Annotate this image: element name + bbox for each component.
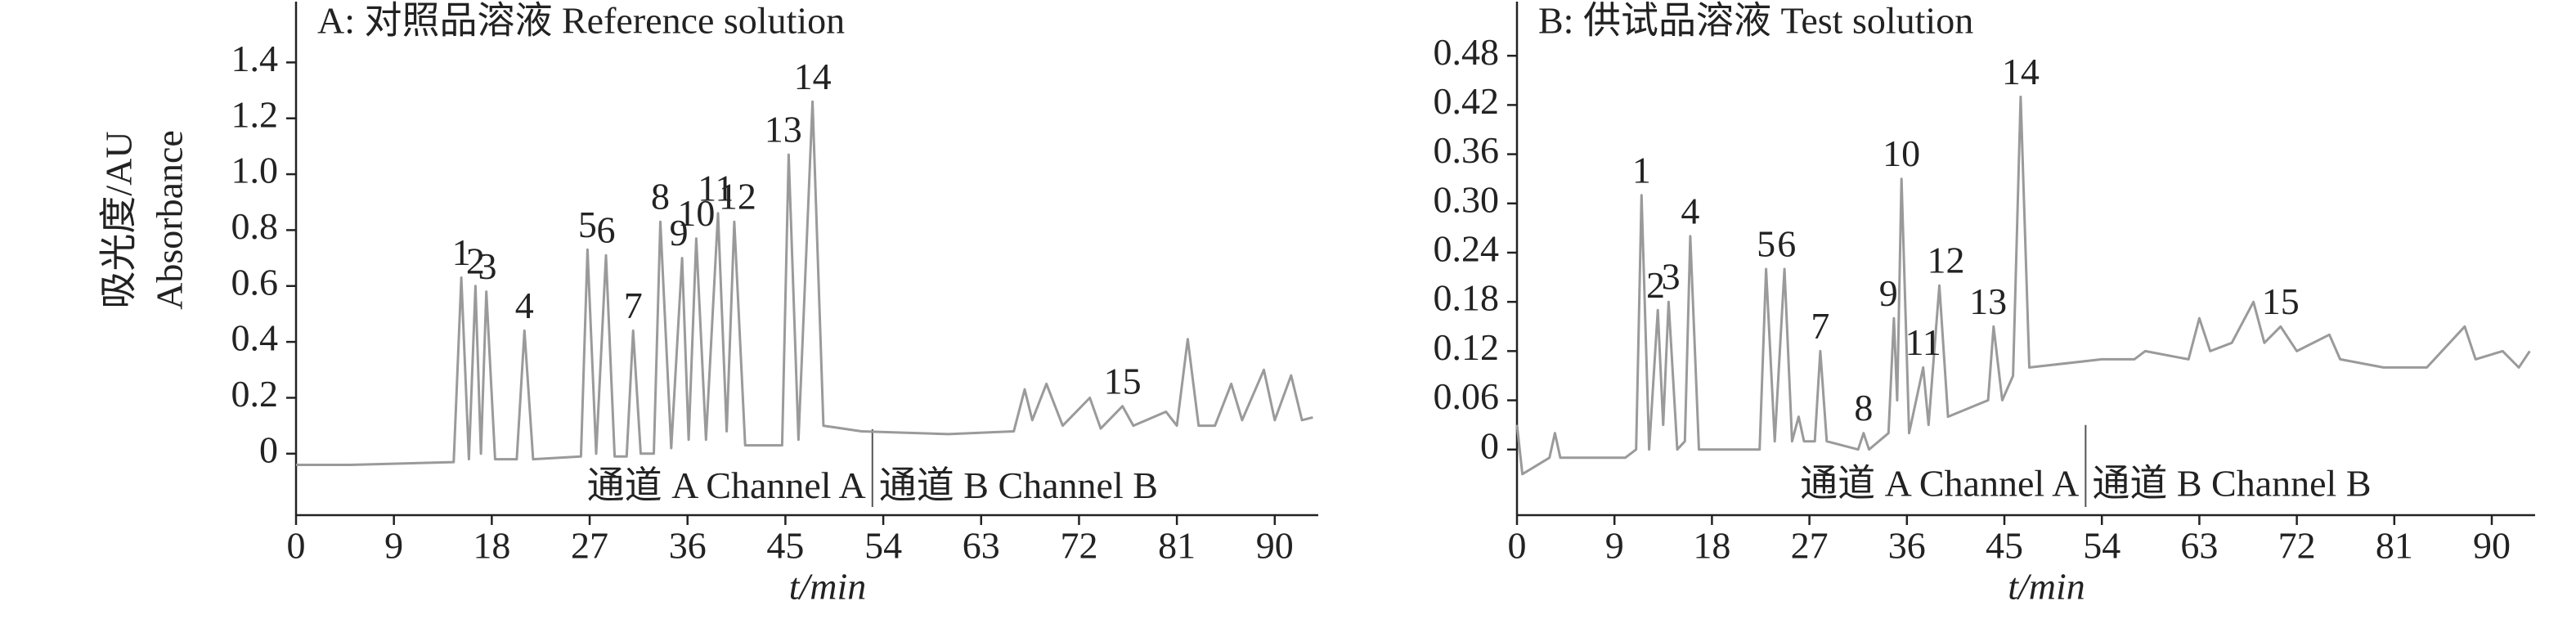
peak-label: 7 xyxy=(624,285,643,326)
x-tick-label: 54 xyxy=(2083,525,2120,567)
peak-label: 3 xyxy=(478,245,497,287)
x-tick-label: 0 xyxy=(1508,525,1527,567)
y-axis-label: 吸光度/AU xyxy=(98,131,140,308)
y-tick-label: 0.48 xyxy=(1434,31,1500,73)
channel-label: 通道 B Channel B xyxy=(2092,462,2371,504)
x-tick-label: 63 xyxy=(2180,525,2218,567)
peak-label: 12 xyxy=(1927,240,1964,281)
peak-label: 11 xyxy=(698,167,734,209)
peak-label: 14 xyxy=(794,56,832,97)
peak-label: 7 xyxy=(1811,305,1829,347)
peak-label: 3 xyxy=(1662,256,1681,298)
peak-label: 10 xyxy=(1883,132,1920,174)
x-tick-label: 36 xyxy=(1888,525,1926,567)
peak-label: 1 xyxy=(1632,149,1651,191)
y-tick-label: 0.2 xyxy=(231,373,279,415)
peak-label: 10 xyxy=(677,192,715,234)
y-tick-label: 0.12 xyxy=(1434,326,1500,368)
channel-label: 通道 B Channel B xyxy=(879,464,1158,506)
chart-panel: A: 对照品溶液 Reference solution 0 0.2 0.4 0.6 0.8… xyxy=(98,0,1318,608)
y-tick-label: 0 xyxy=(1480,424,1499,466)
peak-label: 6 xyxy=(1777,223,1796,265)
y-tick-label: 0.06 xyxy=(1434,375,1500,417)
peak-label: 13 xyxy=(765,109,802,150)
x-tick-label: 90 xyxy=(1256,525,1294,567)
x-tick-label: 9 xyxy=(384,525,403,567)
chart-title: A: 对照品溶液 Reference solution xyxy=(317,0,845,42)
x-tick-label: 81 xyxy=(2376,525,2413,567)
x-tick-label: 18 xyxy=(1693,525,1730,567)
y-tick-label: 0.36 xyxy=(1434,129,1500,171)
y-tick-label: 0.30 xyxy=(1434,178,1500,220)
x-tick-label: 18 xyxy=(473,525,510,567)
x-axis-label: t/min xyxy=(789,566,867,608)
chromatogram-trace xyxy=(1515,95,2531,476)
x-tick-label: 72 xyxy=(1060,525,1097,567)
peak-label: 6 xyxy=(596,209,615,251)
y-tick-label: 1.4 xyxy=(231,38,279,79)
x-tick-label: 90 xyxy=(2473,525,2511,567)
x-tick-label: 27 xyxy=(1791,525,1829,567)
peak-label: 4 xyxy=(1681,190,1699,231)
y-tick-label: 1.0 xyxy=(231,150,279,191)
x-tick-label: 63 xyxy=(963,525,1000,567)
x-tick-label: 27 xyxy=(571,525,608,567)
peak-label: 8 xyxy=(1854,387,1873,428)
peak-label: 8 xyxy=(651,176,670,218)
peak-label: 11 xyxy=(1905,321,1941,363)
y-tick-label: 0.6 xyxy=(231,261,279,303)
peak-label: 12 xyxy=(719,176,756,218)
x-tick-label: 36 xyxy=(669,525,707,567)
x-tick-label: 54 xyxy=(864,525,902,567)
peak-label: 9 xyxy=(1879,272,1898,314)
y-tick-label: 0.42 xyxy=(1434,80,1500,122)
peak-label: 14 xyxy=(2002,51,2040,92)
peak-label: 4 xyxy=(515,285,534,326)
chart-panel: B: 供试品溶液 Test solution 0 0.06 0.12 0.18 0.24 0… xyxy=(1434,0,2535,608)
peak-label: 5 xyxy=(1757,223,1775,265)
y-tick-label: 0.8 xyxy=(231,205,279,247)
x-tick-label: 0 xyxy=(287,525,306,567)
y-tick-label: 0.24 xyxy=(1434,228,1500,270)
y-tick-label: 0 xyxy=(259,428,278,470)
peak-label: 15 xyxy=(1104,360,1142,401)
peak-label: 15 xyxy=(2262,280,2300,322)
peak-label: 5 xyxy=(578,204,597,245)
y-tick-label: 0.18 xyxy=(1434,277,1500,319)
channel-label: 通道 A Channel A xyxy=(587,464,866,506)
peak-label: 2 xyxy=(466,240,485,281)
peak-label: 1 xyxy=(452,231,471,273)
chart-title: B: 供试品溶液 Test solution xyxy=(1538,0,1973,42)
x-tick-label: 9 xyxy=(1605,525,1624,567)
channel-label: 通道 A Channel A xyxy=(1800,462,2079,504)
y-tick-label: 1.2 xyxy=(231,93,279,135)
peak-label: 13 xyxy=(1969,280,2007,322)
x-tick-label: 45 xyxy=(1986,525,2023,567)
y-axis-label: Absorbance xyxy=(149,130,191,310)
x-tick-label: 72 xyxy=(2278,525,2316,567)
x-axis-label: t/min xyxy=(2008,566,2085,608)
peak-label: 9 xyxy=(670,212,689,253)
y-tick-label: 0.4 xyxy=(231,317,279,359)
peak-label: 2 xyxy=(1646,264,1665,306)
chromatogram-trace xyxy=(296,100,1313,466)
x-tick-label: 81 xyxy=(1158,525,1196,567)
x-tick-label: 45 xyxy=(766,525,804,567)
